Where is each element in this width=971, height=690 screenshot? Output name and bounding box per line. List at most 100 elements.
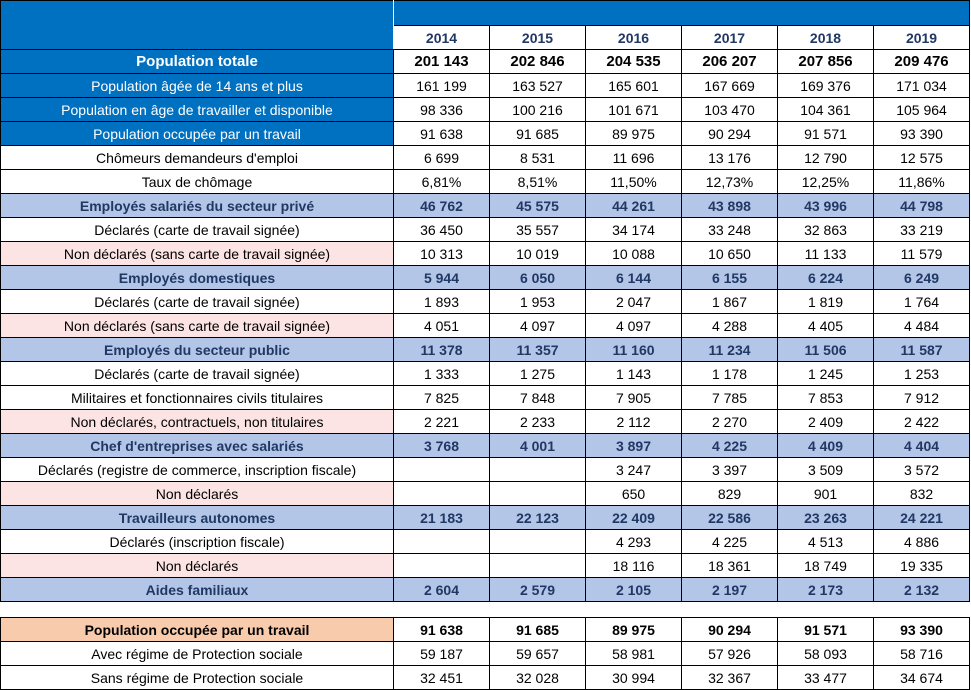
value-cell: 44 798 — [872, 193, 971, 218]
row-label: Travailleurs autonomes — [0, 505, 394, 530]
value-cell: 91 685 — [489, 617, 586, 642]
value-cell: 11 378 — [393, 337, 490, 362]
value-cell: 8 531 — [489, 145, 586, 170]
table-row: Déclarés (carte de travail signée) 1 333 1… — [0, 361, 971, 386]
value-cell: 23 263 — [777, 505, 874, 530]
value-cell: 2 270 — [681, 409, 778, 434]
value-cell: 18 361 — [681, 553, 778, 578]
value-cell: 2 132 — [872, 577, 971, 602]
value-cell: 207 856 — [777, 49, 874, 74]
value-cell: 901 — [777, 481, 874, 506]
value-cell: 30 994 — [585, 665, 682, 690]
value-cell: 163 527 — [489, 73, 586, 98]
value-cell: 2 047 — [585, 289, 682, 314]
value-cell: 1 819 — [777, 289, 874, 314]
value-cell: 34 174 — [585, 217, 682, 242]
value-cell: 91 638 — [393, 617, 490, 642]
table-row: Employés domestiques 5 944 6 050 6 144 6 155… — [0, 265, 971, 290]
value-cell — [393, 481, 490, 506]
value-cell: 59 657 — [489, 641, 586, 666]
value-cell — [489, 481, 586, 506]
header-blank-row — [0, 0, 971, 50]
value-cell: 2 221 — [393, 409, 490, 434]
table-row: Non déclarés (sans carte de travail sign… — [0, 313, 971, 338]
value-cell — [393, 529, 490, 554]
header-years-row: 2014 2015 2016 2017 2018 2019 — [1, 25, 971, 50]
value-cell: 650 — [585, 481, 682, 506]
value-cell: 1 245 — [777, 361, 874, 386]
value-cell: 6 050 — [489, 265, 586, 290]
value-cell: 89 975 — [585, 617, 682, 642]
table-row: Population en âge de travailler et dispo… — [0, 97, 971, 122]
row-label: Non déclarés (sans carte de travail sign… — [0, 313, 394, 338]
year-header: 2014 — [393, 25, 490, 50]
value-cell: 2 604 — [393, 577, 490, 602]
row-label: Employés domestiques — [0, 265, 394, 290]
value-cell — [489, 457, 586, 482]
value-cell: 1 143 — [585, 361, 682, 386]
value-cell: 4 097 — [585, 313, 682, 338]
value-cell: 12,73% — [681, 169, 778, 194]
value-cell: 44 261 — [585, 193, 682, 218]
value-cell: 18 116 — [585, 553, 682, 578]
value-cell: 35 557 — [489, 217, 586, 242]
value-cell: 101 671 — [585, 97, 682, 122]
row-label: Déclarés (carte de travail signée) — [0, 289, 394, 314]
value-cell: 59 187 — [393, 641, 490, 666]
value-cell: 165 601 — [585, 73, 682, 98]
value-cell: 43 898 — [681, 193, 778, 218]
value-cell: 18 749 — [777, 553, 874, 578]
row-label: Déclarés (carte de travail signée) — [0, 217, 394, 242]
table-row: Employés salariés du secteur privé 46 762… — [0, 193, 971, 218]
value-cell: 19 335 — [872, 553, 971, 578]
row-label: Population totale — [0, 49, 394, 74]
table-row: Population occupée par un travail 91 638 9… — [0, 617, 970, 642]
value-cell: 43 996 — [777, 193, 874, 218]
year-header: 2019 — [872, 25, 971, 50]
table-row: Militaires et fonctionnaires civils titu… — [0, 385, 971, 410]
value-cell — [393, 553, 490, 578]
value-cell: 1 333 — [393, 361, 490, 386]
row-label: Déclarés (carte de travail signée) — [0, 361, 394, 386]
value-cell: 104 361 — [777, 97, 874, 122]
table-row: Non déclarés, contractuels, non titulair… — [0, 409, 971, 434]
value-cell: 1 178 — [681, 361, 778, 386]
value-cell: 7 848 — [489, 385, 586, 410]
value-cell: 3 572 — [872, 457, 971, 482]
value-cell: 4 886 — [872, 529, 971, 554]
row-label: Chef d'entreprises avec salariés — [0, 433, 394, 458]
value-cell: 1 953 — [489, 289, 586, 314]
value-cell: 3 247 — [585, 457, 682, 482]
table-row: Déclarés (carte de travail signée) 1 893 1… — [0, 289, 971, 314]
table-row: Population âgée de 14 ans et plus 161 199… — [0, 73, 971, 98]
header-band-cell — [392, 0, 971, 26]
table-row: Aides familiaux 2 604 2 579 2 105 2 197 2 173… — [0, 577, 971, 602]
value-cell: 201 143 — [393, 49, 490, 74]
row-label: Population âgée de 14 ans et plus — [0, 73, 394, 98]
value-cell: 829 — [681, 481, 778, 506]
value-cell: 57 926 — [681, 641, 778, 666]
table-row: Non déclarés 18 116 18 361 18 749 19 335 — [0, 553, 971, 578]
row-label: Sans régime de Protection sociale — [0, 665, 394, 690]
value-cell: 202 846 — [489, 49, 586, 74]
table-row: Avec régime de Protection sociale 59 187 5… — [0, 641, 970, 666]
value-cell: 4 097 — [489, 313, 586, 338]
value-cell: 33 219 — [872, 217, 971, 242]
row-label: Aides familiaux — [0, 577, 394, 602]
value-cell: 91 571 — [777, 617, 874, 642]
value-cell: 11 133 — [777, 241, 874, 266]
value-cell: 45 575 — [489, 193, 586, 218]
value-cell: 90 294 — [681, 121, 778, 146]
value-cell: 2 422 — [872, 409, 971, 434]
value-cell: 91 638 — [393, 121, 490, 146]
value-cell: 10 313 — [393, 241, 490, 266]
value-cell: 10 088 — [585, 241, 682, 266]
table-row: Population occupée par un travail 91 638 9… — [0, 121, 971, 146]
value-cell: 2 197 — [681, 577, 778, 602]
value-cell: 98 336 — [393, 97, 490, 122]
value-cell: 103 470 — [681, 97, 778, 122]
header-corner-cell — [0, 0, 394, 50]
value-cell: 1 764 — [872, 289, 971, 314]
value-cell: 10 650 — [681, 241, 778, 266]
value-cell: 13 176 — [681, 145, 778, 170]
